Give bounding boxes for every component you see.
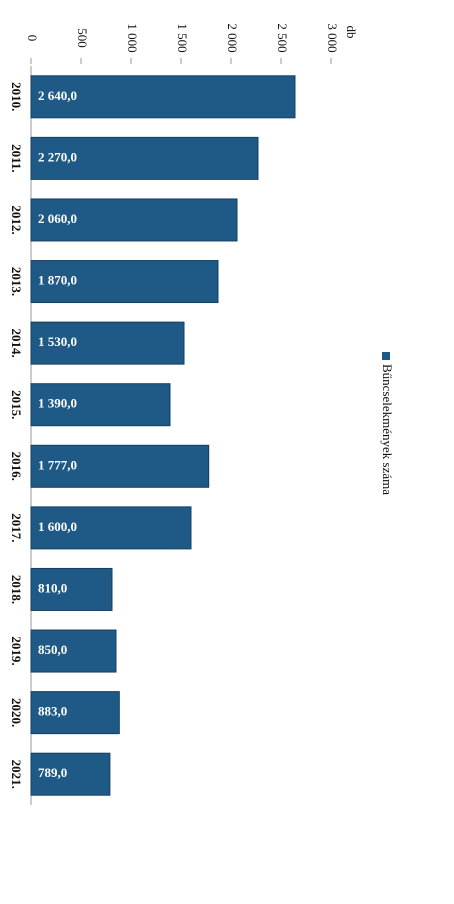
value-label: 1 870,0	[38, 273, 77, 288]
y-tick-label: 2 000	[225, 23, 240, 52]
value-label: 1 600,0	[38, 519, 77, 534]
bar	[30, 321, 185, 365]
bar	[30, 383, 171, 427]
x-tick-label: 2016.	[9, 452, 24, 481]
legend-marker	[382, 352, 390, 360]
y-tick-label: 1 000	[125, 23, 140, 52]
bar	[30, 691, 120, 735]
value-label: 2 640,0	[38, 88, 77, 103]
x-tick-label: 2017.	[9, 513, 24, 542]
legend-label: Bűncselekmények száma	[380, 364, 395, 495]
bar	[30, 75, 296, 119]
value-label: 1 390,0	[38, 396, 77, 411]
x-tick-label: 2010.	[9, 82, 24, 111]
bar	[30, 136, 259, 180]
value-label: 1 530,0	[38, 334, 77, 349]
y-tick-label: 500	[75, 28, 90, 48]
bar	[30, 752, 111, 796]
bar	[30, 260, 219, 304]
bar	[30, 444, 210, 488]
x-tick-label: 2018.	[9, 575, 24, 604]
x-tick-label: 2012.	[9, 205, 24, 234]
x-tick-label: 2014.	[9, 329, 24, 358]
axis-label: db	[344, 26, 359, 39]
value-label: 789,0	[38, 765, 67, 780]
bar	[30, 506, 192, 550]
bar	[30, 198, 238, 242]
y-tick-label: 0	[25, 35, 40, 42]
bar	[30, 629, 117, 673]
x-tick-label: 2015.	[9, 390, 24, 419]
value-label: 883,0	[38, 704, 67, 719]
x-tick-label: 2020.	[9, 698, 24, 727]
value-label: 1 777,0	[38, 457, 77, 472]
value-label: 810,0	[38, 580, 67, 595]
y-tick-label: 3 000	[325, 23, 340, 52]
x-tick-label: 2011.	[9, 144, 24, 173]
x-tick-label: 2021.	[9, 760, 24, 789]
x-tick-label: 2019.	[9, 636, 24, 665]
x-tick-label: 2013.	[9, 267, 24, 296]
bar	[30, 567, 113, 611]
value-label: 2 270,0	[38, 149, 77, 164]
value-label: 850,0	[38, 642, 67, 657]
value-label: 2 060,0	[38, 211, 77, 226]
y-tick-label: 2 500	[275, 23, 290, 52]
y-tick-label: 1 500	[175, 23, 190, 52]
